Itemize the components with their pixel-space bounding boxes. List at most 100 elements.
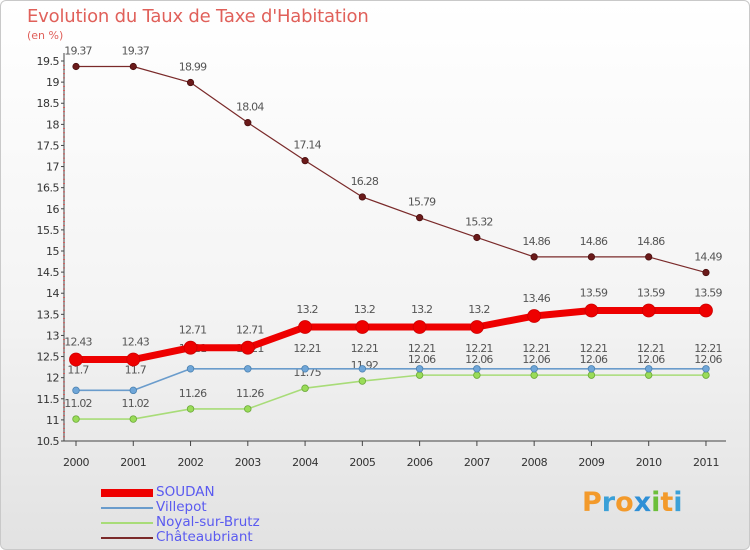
data-label-noyal-sur-brutz: 11.02: [122, 397, 150, 410]
data-point-villepot: [415, 365, 424, 373]
series-line-ch-teaubriant: [76, 65, 707, 274]
data-label-soudan: 12.71: [236, 324, 264, 337]
y-tick-label: 16: [46, 203, 59, 216]
data-label-noyal-sur-brutz: 12.06: [637, 353, 665, 366]
x-tick-label: 2006: [407, 456, 433, 469]
data-point-soudan: [412, 320, 427, 334]
data-point-villepot: [645, 365, 653, 373]
proxiti-logo: Proxiti: [582, 487, 683, 518]
data-label-soudan: 13.2: [296, 303, 317, 316]
data-label-ch-teaubriant: 18.99: [179, 61, 207, 74]
logo-letter: o: [615, 487, 634, 518]
data-label-villepot: 12.21: [293, 342, 321, 355]
series-line-soudan: [76, 307, 706, 364]
data-point-noyal-sur-brutz: [72, 415, 80, 423]
x-tick-label: 2000: [63, 456, 89, 469]
y-tick-label: 14: [46, 287, 59, 300]
y-tick-label: 14.5: [37, 266, 60, 279]
data-point-soudan: [240, 340, 255, 355]
data-point-ch-teaubriant: [244, 119, 252, 127]
legend-label: Noyal-sur-Brutz: [156, 514, 260, 530]
y-tick-label: 19.5: [37, 55, 60, 68]
legend-swatch: [101, 536, 153, 539]
data-label-soudan: 12.71: [179, 324, 207, 337]
y-axis-unit-label: (en %): [27, 29, 64, 42]
data-label-villepot: 12.21: [408, 342, 436, 355]
data-point-noyal-sur-brutz: [244, 405, 252, 413]
y-tick-label: 16.5: [37, 182, 60, 195]
data-point-villepot: [702, 365, 710, 373]
y-tick-label: 15: [46, 245, 59, 258]
data-point-ch-teaubriant: [301, 157, 309, 165]
y-tick-label: 10.5: [37, 435, 60, 448]
legend-label: Villepot: [156, 499, 207, 515]
data-point-ch-teaubriant: [702, 268, 710, 277]
legend-label: SOUDAN: [156, 484, 215, 500]
data-label-villepot: 11.7: [67, 363, 89, 376]
x-tick-label: 2003: [235, 456, 261, 469]
data-label-soudan: 12.43: [122, 336, 150, 349]
legend-swatch: [101, 506, 153, 509]
data-label-noyal-sur-brutz: 12.06: [522, 353, 550, 366]
data-label-soudan: 13.46: [522, 292, 550, 305]
data-point-noyal-sur-brutz: [702, 371, 710, 379]
y-tick-label: 12.5: [37, 351, 60, 364]
y-tick-label: 18.5: [37, 97, 60, 110]
data-label-ch-teaubriant: 15.32: [465, 215, 493, 228]
data-point-ch-teaubriant: [186, 78, 195, 87]
data-label-ch-teaubriant: 14.86: [580, 235, 608, 248]
data-label-noyal-sur-brutz: 12.06: [408, 353, 436, 366]
data-point-villepot: [129, 386, 137, 395]
logo-letter: i: [651, 487, 661, 518]
data-label-ch-teaubriant: 14.86: [637, 235, 665, 248]
data-point-villepot: [186, 365, 195, 373]
data-label-ch-teaubriant: 15.79: [408, 196, 436, 209]
data-label-noyal-sur-brutz: 11.26: [236, 387, 264, 400]
data-point-noyal-sur-brutz: [129, 415, 137, 423]
data-point-ch-teaubriant: [129, 62, 137, 71]
y-tick-label: 11.5: [37, 393, 60, 406]
data-label-soudan: 12.43: [64, 336, 92, 349]
data-label-villepot: 12.21: [637, 342, 665, 355]
y-tick-label: 15.5: [37, 224, 60, 237]
y-tick-label: 18: [46, 118, 59, 131]
y-tick-label: 12: [46, 372, 59, 385]
data-point-soudan: [183, 340, 198, 355]
data-point-soudan: [298, 320, 312, 334]
logo-letter: r: [601, 487, 616, 518]
data-label-ch-teaubriant: 19.37: [64, 44, 92, 57]
data-point-noyal-sur-brutz: [301, 384, 309, 392]
data-point-villepot: [587, 365, 596, 373]
data-point-noyal-sur-brutz: [587, 371, 596, 379]
data-label-ch-teaubriant: 14.49: [694, 251, 722, 264]
x-tick-label: 2001: [120, 456, 146, 469]
data-label-noyal-sur-brutz: 11.02: [64, 397, 92, 410]
data-label-noyal-sur-brutz: 11.26: [179, 387, 207, 400]
data-label-villepot: 12.21: [522, 342, 550, 355]
legend-label: Châteaubriant: [156, 529, 253, 545]
data-point-villepot: [244, 365, 252, 373]
legend-swatch: [101, 488, 153, 497]
x-tick-label: 2009: [578, 456, 604, 469]
x-tick-label: 2007: [464, 456, 490, 469]
data-label-soudan: 13.2: [468, 303, 489, 316]
data-point-soudan: [584, 303, 599, 318]
data-label-noyal-sur-brutz: 12.06: [580, 353, 608, 366]
logo-letter: t: [660, 487, 674, 518]
data-label-soudan: 13.59: [637, 287, 665, 300]
data-point-soudan: [355, 320, 370, 334]
data-label-noyal-sur-brutz: 12.06: [465, 353, 493, 366]
y-tick-label: 17: [46, 161, 59, 174]
data-point-ch-teaubriant: [587, 253, 596, 261]
data-point-soudan: [527, 309, 542, 323]
data-label-ch-teaubriant: 17.14: [293, 139, 321, 152]
series-line-noyal-sur-brutz: [76, 374, 706, 420]
data-label-villepot: 12.21: [465, 342, 493, 355]
data-point-ch-teaubriant: [416, 214, 424, 222]
series-line-villepot: [76, 367, 706, 392]
data-point-villepot: [358, 365, 367, 373]
data-label-villepot: 11.7: [125, 363, 147, 376]
data-point-ch-teaubriant: [530, 253, 538, 261]
x-tick-label: 2011: [693, 456, 719, 469]
